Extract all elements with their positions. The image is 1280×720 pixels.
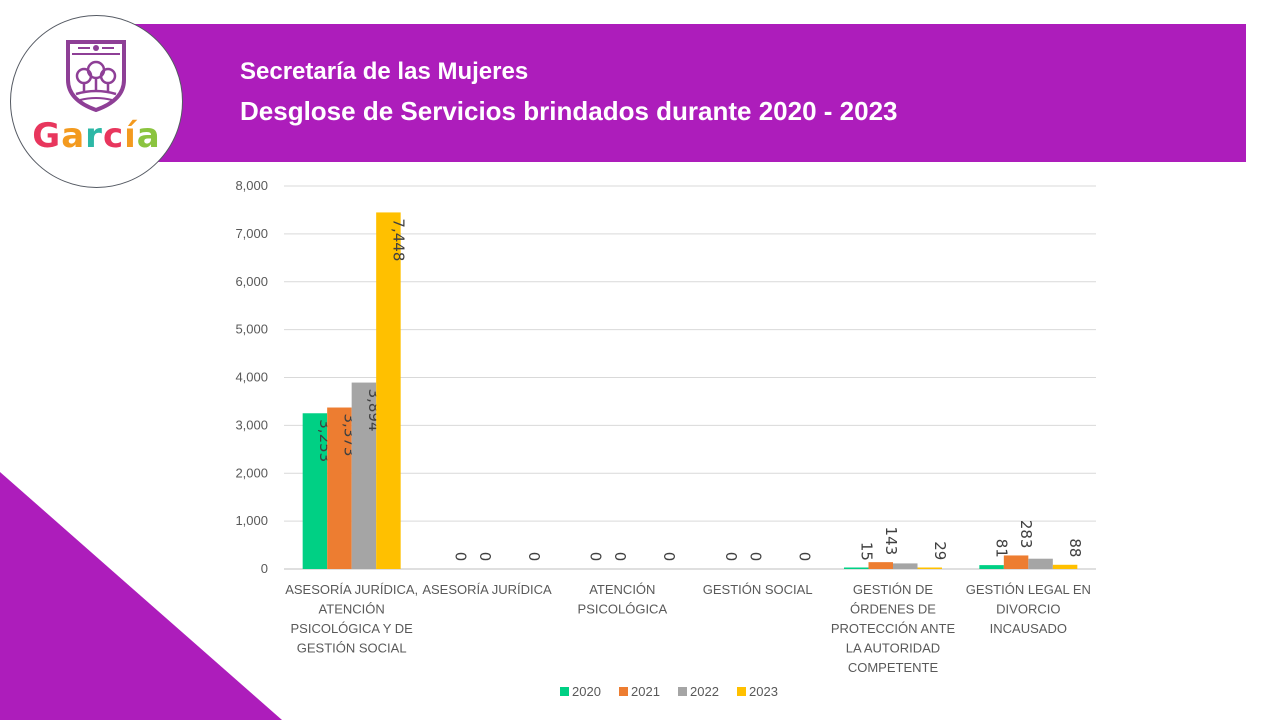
legend-swatch-2021 bbox=[619, 687, 628, 696]
y-tick-label: 6,000 bbox=[235, 274, 268, 289]
bar-2022 bbox=[1028, 558, 1053, 569]
bar-2020 bbox=[844, 567, 869, 569]
x-tick-label: GESTIÓN LEGAL EN bbox=[966, 582, 1091, 597]
data-label: 7,448 bbox=[389, 218, 407, 261]
data-label: 15 bbox=[857, 542, 875, 561]
data-label: 0 bbox=[660, 552, 678, 562]
logo-letter: G bbox=[32, 116, 62, 156]
data-label: 143 bbox=[882, 527, 900, 556]
bar-2021 bbox=[868, 562, 893, 569]
data-label: 0 bbox=[525, 552, 543, 562]
data-label: 0 bbox=[746, 552, 764, 562]
bar-2022 bbox=[893, 563, 918, 569]
x-tick-label: GESTIÓN SOCIAL bbox=[297, 641, 407, 656]
legend-swatch-2020 bbox=[560, 687, 569, 696]
y-tick-label: 2,000 bbox=[235, 465, 268, 480]
x-tick-label: COMPETENTE bbox=[848, 660, 939, 675]
bar-2021 bbox=[327, 407, 352, 569]
x-tick-label: PSICOLÓGICA bbox=[578, 602, 668, 617]
logo-letter: r bbox=[85, 116, 103, 156]
logo-letter: c bbox=[102, 116, 125, 156]
y-tick-label: 3,000 bbox=[235, 417, 268, 432]
x-tick-label: ASESORÍA JURÍDICA, bbox=[285, 582, 418, 597]
data-label: 283 bbox=[1017, 520, 1035, 549]
legend-swatch-2023 bbox=[737, 687, 746, 696]
logo-letter: í bbox=[124, 116, 137, 156]
logo-letter: a bbox=[136, 116, 161, 156]
shield-icon bbox=[66, 40, 126, 112]
page-title: Secretaría de las Mujeres bbox=[240, 58, 529, 85]
legend-label: 2023 bbox=[749, 684, 778, 699]
x-tick-label: PROTECCIÓN ANTE bbox=[831, 621, 956, 636]
logo-wordmark: García bbox=[11, 116, 182, 156]
x-tick-label: GESTIÓN DE bbox=[853, 582, 934, 597]
data-label: 29 bbox=[931, 541, 949, 560]
x-tick-label: PSICOLÓGICA Y DE bbox=[290, 621, 413, 636]
x-tick-label: GESTIÓN SOCIAL bbox=[703, 582, 813, 597]
bar-2023 bbox=[917, 567, 942, 569]
data-label: 81 bbox=[993, 539, 1011, 558]
data-label: 0 bbox=[587, 552, 605, 562]
y-tick-label: 8,000 bbox=[235, 178, 268, 193]
x-tick-label: INCAUSADO bbox=[990, 621, 1067, 636]
x-tick-label: ATENCIÓN bbox=[589, 582, 655, 597]
legend-label: 2022 bbox=[690, 684, 719, 699]
data-label: 0 bbox=[611, 552, 629, 562]
page-subtitle: Desglose de Servicios brindados durante … bbox=[240, 96, 898, 126]
bar-2023 bbox=[1052, 564, 1078, 569]
y-tick-label: 5,000 bbox=[235, 322, 268, 337]
bar-2020 bbox=[979, 565, 1004, 569]
x-tick-label: ASESORÍA JURÍDICA bbox=[422, 582, 552, 597]
data-label: 0 bbox=[795, 552, 813, 562]
data-label: 0 bbox=[722, 552, 740, 562]
bar-2020 bbox=[302, 413, 328, 569]
y-tick-label: 1,000 bbox=[235, 513, 268, 528]
bar-2022 bbox=[351, 382, 377, 569]
data-label: 0 bbox=[451, 552, 469, 562]
bar-2021 bbox=[1003, 555, 1029, 569]
legend-swatch-2022 bbox=[678, 687, 687, 696]
legend-label: 2020 bbox=[572, 684, 601, 699]
x-tick-label: DIVORCIO bbox=[996, 602, 1060, 617]
logo: García bbox=[10, 15, 183, 188]
y-tick-label: 0 bbox=[261, 561, 268, 576]
data-label: 88 bbox=[1066, 538, 1084, 557]
y-tick-label: 4,000 bbox=[235, 370, 268, 385]
title-banner bbox=[128, 24, 1246, 162]
x-tick-label: ATENCIÓN bbox=[319, 602, 385, 617]
y-tick-label: 7,000 bbox=[235, 226, 268, 241]
x-tick-label: ÓRDENES DE bbox=[850, 602, 936, 617]
logo-letter: a bbox=[61, 116, 86, 156]
legend-label: 2021 bbox=[631, 684, 660, 699]
bar-2023 bbox=[376, 212, 401, 569]
x-tick-label: LA AUTORIDAD bbox=[846, 641, 940, 656]
data-label: 0 bbox=[476, 552, 494, 562]
